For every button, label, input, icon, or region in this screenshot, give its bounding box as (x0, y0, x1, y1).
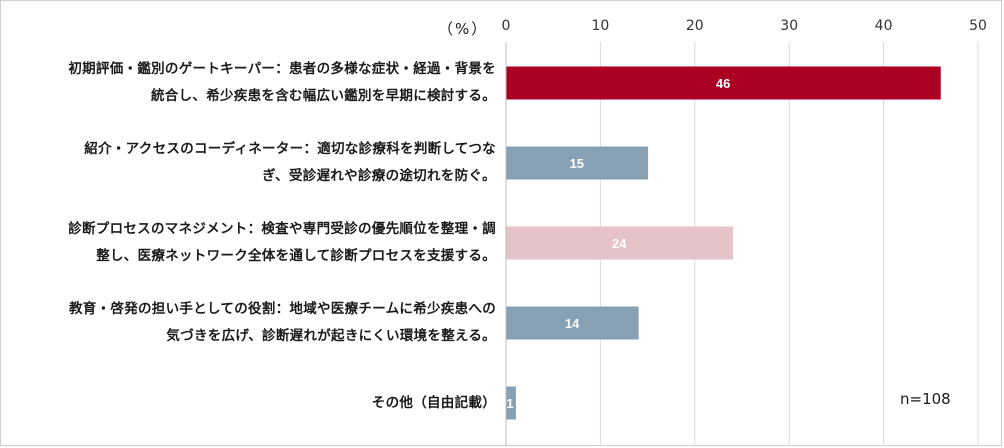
bar (506, 146, 649, 180)
bar (506, 226, 734, 260)
sample-size-note: n=108 (900, 390, 951, 408)
category-label-line: 教育・啓発の担い手としての役割：地域や医療チームに希少疾患への (69, 301, 496, 317)
category-label-line: その他（自由記載） (371, 394, 496, 411)
x-tick-label: 50 (969, 18, 987, 34)
x-tick-label: 30 (780, 18, 798, 34)
category-label-line: 整し、医療ネットワーク全体を通して診断プロセスを支援する。 (96, 248, 496, 264)
data-label: 14 (565, 316, 580, 331)
category-label: 教育・啓発の担い手としての役割：地域や医療チームに希少疾患への気づきを広げ、診断… (8, 296, 496, 350)
data-label: 46 (716, 76, 730, 91)
category-label-line: 初期評価・鑑別のゲートキーパー：患者の多様な症状・経過・背景を (68, 61, 496, 77)
category-label-line: 統合し、希少疾患を含む幅広い鑑別を早期に検討する。 (151, 88, 496, 104)
data-label: 15 (570, 156, 584, 171)
x-tick-label: 10 (591, 18, 609, 34)
category-label-line: 紹介・アクセスのコーディネーター：適切な診療科を判断してつな (84, 141, 496, 157)
category-label: 初期評価・鑑別のゲートキーパー：患者の多様な症状・経過・背景を統合し、希少疾患を… (8, 56, 496, 110)
data-label: 24 (612, 236, 627, 251)
data-label: 1 (506, 396, 513, 411)
unit-label: （%） (438, 20, 489, 38)
bar (506, 386, 516, 420)
x-tick-label: 40 (875, 18, 893, 34)
bar (506, 306, 639, 340)
category-label-line: ぎ、受診遅れや診療の途切れを防ぐ。 (262, 168, 496, 184)
bar (506, 66, 941, 100)
category-label-line: 診断プロセスのマネジメント：検査や専門受診の優先順位を整理・調 (68, 221, 496, 237)
x-tick-label: 20 (686, 18, 704, 34)
category-label-line: 気づきを広げ、診断遅れが起きにくい環境を整える。 (166, 328, 496, 344)
category-label: その他（自由記載） (8, 390, 496, 417)
category-label: 診断プロセスのマネジメント：検査や専門受診の優先順位を整理・調整し、医療ネットワ… (8, 216, 496, 270)
category-label: 紹介・アクセスのコーディネーター：適切な診療科を判断してつなぎ、受診遅れや診療の… (8, 136, 496, 190)
x-tick-label: 0 (502, 18, 511, 34)
